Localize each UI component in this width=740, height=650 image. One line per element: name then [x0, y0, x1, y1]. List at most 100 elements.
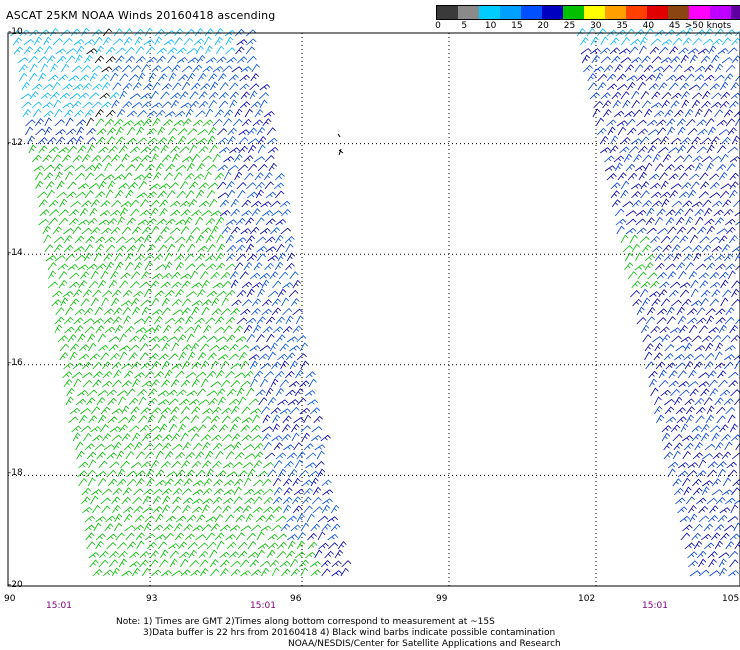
wind-barb [689, 173, 700, 181]
wind-barb [86, 389, 98, 397]
wind-barb [33, 165, 45, 172]
wind-barb [201, 460, 212, 469]
wind-barb [164, 290, 175, 298]
wind-barb [38, 145, 48, 154]
wind-barb [620, 91, 630, 100]
wind-barb [698, 372, 709, 379]
wind-barb [55, 128, 66, 136]
legend-label: 25 [563, 21, 576, 31]
wind-barb [632, 298, 642, 307]
wind-barb [136, 137, 148, 145]
wind-barb [695, 263, 707, 271]
wind-barb [661, 198, 670, 208]
wind-barb [122, 289, 133, 298]
wind-barb [250, 408, 262, 415]
wind-barb [151, 569, 162, 577]
wind-barb [654, 342, 663, 352]
wind-barb [253, 479, 264, 487]
wind-barb [277, 541, 287, 550]
wind-barb [47, 281, 59, 289]
wind-barb [247, 163, 258, 172]
wind-barb [264, 371, 274, 379]
wind-barb [175, 370, 185, 379]
wind-barb [286, 336, 298, 343]
wind-barb [154, 234, 164, 244]
wind-barb [215, 450, 224, 460]
wind-barb [316, 450, 325, 460]
wind-barb [181, 488, 192, 496]
wind-barb [686, 414, 694, 424]
wind-barb [650, 38, 661, 46]
wind-barb [200, 83, 211, 91]
wind-barb [278, 468, 287, 478]
wind-barb [626, 75, 638, 82]
wind-barb [134, 372, 145, 379]
wind-barb [20, 93, 32, 100]
wind-barb [682, 37, 692, 46]
wind-barb [638, 45, 647, 55]
wind-barb [271, 298, 281, 307]
wind-barb [93, 522, 102, 532]
wind-barb [42, 83, 54, 91]
wind-barb [300, 360, 309, 370]
wind-barb [137, 110, 147, 118]
wind-barb [260, 227, 271, 235]
wind-barb [301, 432, 310, 442]
wind-barb [184, 326, 195, 334]
wind-barb [184, 533, 195, 541]
wind-barb [715, 497, 726, 505]
wind-barb [255, 181, 265, 190]
wind-barb [677, 506, 688, 514]
wind-barb [53, 244, 63, 253]
wind-barb [263, 110, 275, 118]
wind-barb [685, 496, 696, 505]
wind-barb [184, 216, 193, 226]
wind-barb [134, 36, 143, 46]
note-line-3: NOAA/NESDIS/Center for Satellite Applica… [288, 639, 561, 649]
wind-barb [232, 461, 243, 469]
wind-barb [314, 460, 325, 469]
wind-barb [734, 499, 740, 505]
wind-barb [688, 324, 698, 334]
wind-barb [229, 524, 241, 532]
wind-barb [105, 189, 114, 199]
wind-barb [126, 541, 137, 550]
wind-barb [701, 137, 712, 145]
wind-barb [650, 280, 660, 289]
wind-barb [72, 362, 84, 370]
wind-barb [251, 308, 261, 316]
wind-barb [130, 297, 140, 307]
wind-barb [241, 417, 253, 424]
wind-barb [154, 371, 164, 379]
wind-barb [263, 461, 274, 469]
wind-barb [239, 83, 250, 91]
wind-barb [37, 191, 48, 199]
wind-barb [703, 397, 713, 406]
wind-barb [28, 72, 38, 82]
time-label-2: 15:01 [250, 601, 276, 611]
wind-barb [205, 263, 217, 271]
wind-barb [732, 245, 740, 253]
wind-barb [173, 325, 184, 334]
wind-barb [290, 568, 300, 577]
wind-barb [165, 515, 177, 523]
wind-barb [260, 567, 270, 577]
wind-barb [275, 173, 285, 181]
wind-barb [648, 370, 658, 379]
wind-barb [286, 352, 296, 361]
wind-barb [140, 93, 151, 100]
wind-barb [78, 414, 88, 424]
wind-barb [250, 72, 260, 82]
wind-barb [653, 110, 665, 118]
wind-barb [125, 46, 135, 55]
wind-barb [168, 353, 179, 361]
wind-barb [63, 227, 74, 235]
wind-barb [680, 423, 689, 433]
note-line-2: 3)Data buffer is 22 hrs from 20160418 4)… [143, 628, 556, 638]
wind-barb [73, 289, 82, 298]
wind-barb [285, 262, 295, 271]
wind-barb [259, 83, 271, 91]
wind-barb [25, 126, 34, 136]
wind-barb [259, 378, 268, 388]
wind-barb [607, 126, 616, 136]
